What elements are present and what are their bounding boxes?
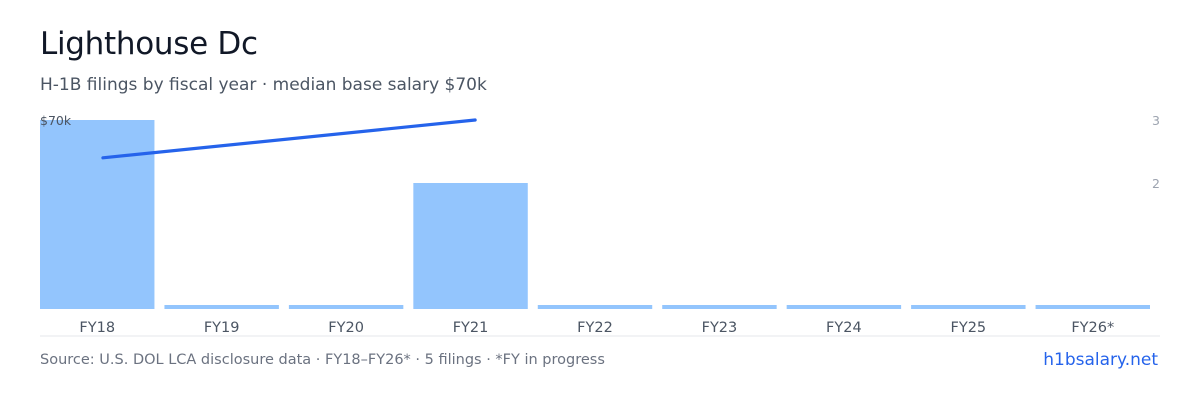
- median-salary-line: [101, 118, 477, 160]
- line-layer: [101, 118, 477, 160]
- bar-fy24: [786, 305, 902, 309]
- left-axis-labels: $70k: [40, 113, 72, 128]
- right-axis-labels: 32: [1152, 113, 1160, 191]
- x-tick-label: FY18: [79, 320, 115, 336]
- left-axis-tick-label: $70k: [40, 113, 72, 128]
- x-tick-label: FY20: [328, 320, 364, 336]
- x-tick-label: FY25: [951, 320, 987, 336]
- bar-fy22: [537, 305, 653, 309]
- x-tick-label: FY26*: [1071, 320, 1114, 336]
- x-tick-label: FY23: [702, 320, 738, 336]
- bar-fy18: [40, 120, 155, 309]
- chart-area: FY18 FY19 FY20 FY21 FY22 FY23 FY24 FY25 FY26* $7…: [40, 113, 1160, 337]
- bar-fy26-partial: [1035, 305, 1150, 309]
- page-title: Lighthouse Dc: [40, 26, 258, 62]
- right-axis-tick-label: 2: [1152, 176, 1160, 191]
- bar-fy21: [413, 183, 528, 309]
- x-tick-label: FY19: [204, 320, 240, 336]
- brand-link[interactable]: h1bsalary.net: [1043, 350, 1158, 370]
- bar-fy20: [288, 305, 404, 309]
- bar-fy19: [164, 305, 279, 309]
- x-tick-label: FY21: [453, 320, 489, 336]
- bars-layer: [40, 120, 1150, 309]
- bar-fy23: [662, 305, 777, 309]
- x-tick-labels: FY18 FY19 FY20 FY21 FY22 FY23 FY24 FY25 FY26*: [79, 320, 1114, 336]
- page-subtitle: H-1B filings by fiscal year · median bas…: [40, 75, 487, 95]
- right-axis-tick-label: 3: [1152, 113, 1160, 128]
- x-tick-label: FY22: [577, 320, 613, 336]
- bar-fy25: [911, 305, 1026, 309]
- source-note: Source: U.S. DOL LCA disclosure data · F…: [40, 352, 605, 368]
- x-tick-label: FY24: [826, 320, 862, 336]
